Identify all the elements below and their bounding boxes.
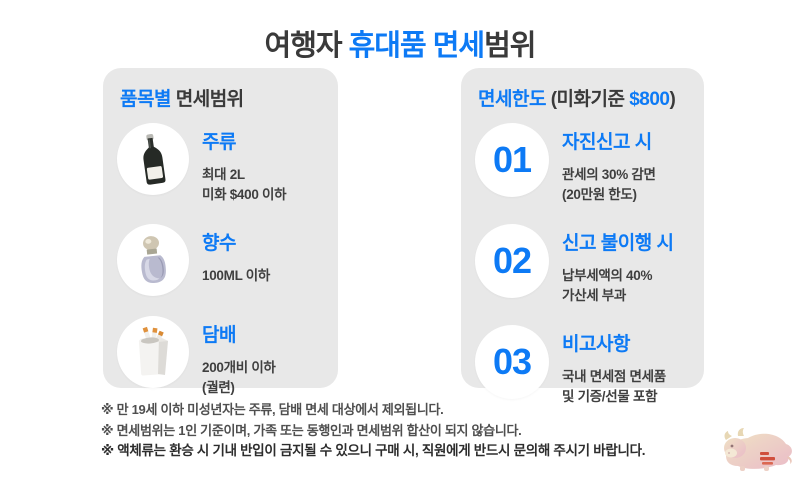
exemption-step-list: 01 자진신고 시 관세의 30% 감면 (20만원 한도) 02 신고 불이행… [475,123,690,406]
list-item-alcohol: 주류 최대 2L 미화 $400 이하 [117,123,324,204]
step-line: 국내 면세점 면세품 [562,369,666,385]
step-line: (20만원 한도) [562,186,637,202]
footnote-liquids: ※ 액체류는 환승 시 기내 반입이 금지될 수 있으니 구매 시, 직원에게 … [101,443,646,458]
step-line: 및 기증/선물 포함 [562,388,658,404]
item-allowance-list: 주류 최대 2L 미화 $400 이하 [117,123,324,397]
panel-right-header-mid: (미화기준 [545,89,630,110]
panel-item-allowances: 품목별 면세범위 주류 [103,68,338,395]
footnotes: ※ 만 19세 이하 미성년자는 주류, 담배 면세 대상에서 제외됩니다. ※… [101,400,645,462]
footnote-minors: ※ 만 19세 이하 미성년자는 주류, 담배 면세 대상에서 제외됩니다. [101,402,444,417]
panel-right-header: 면세한도 (미화기준 $800) [475,84,690,111]
item-line: (궐련) [202,379,235,395]
footnote-per-person: ※ 면세범위는 1인 기준이며, 가족 또는 동행인과 면세범위 합산이 되지 … [101,422,522,438]
step-number-badge: 03 [475,325,549,400]
item-title-perfume: 향수 [202,233,236,255]
panel-right-header-end: ) [669,89,676,110]
panel-left-header-rest: 면세범위 [170,89,244,110]
list-item-tobacco: 담배 200개비 이하 (궐련) [117,316,324,397]
step-line: 가산세 부과 [562,287,627,303]
item-line: 200개비 이하 [202,360,276,376]
item-title-alcohol: 주류 [202,132,236,153]
panel-exemption-limit: 면세한도 (미화기준 $800) 01 자진신고 시 관세의 30% 감면 (2… [461,68,704,404]
cigarette-pack-icon [117,316,189,389]
step-number-badge: 01 [475,123,549,197]
step-line: 납부세액의 40% [562,268,653,284]
page-title: 여행자 휴대품 면세범위 [0,22,800,64]
item-title-tobacco: 담배 [202,325,236,347]
panel-left-header-highlight: 품목별 [120,89,171,110]
wine-bottle-icon [117,123,189,195]
step-title-non-declaration: 신고 불이행 시 [562,233,674,255]
step-line: 관세의 30% 감면 [562,167,656,182]
step-number-badge: 02 [475,224,549,299]
list-item-step-02: 02 신고 불이행 시 납부세액의 40% 가산세 부과 [475,224,690,305]
title-pre: 여행자 [264,30,349,62]
panel-left-header: 품목별 면세범위 [117,84,324,111]
title-highlight: 휴대품 면세 [348,30,485,62]
perfume-bottle-icon [117,224,189,297]
panel-right-header-amount: $800 [629,89,670,110]
list-item-perfume: 향수 100ML 이하 [117,224,324,297]
item-line: 100ML 이하 [202,268,270,284]
item-line: 최대 2L [202,167,245,182]
list-item-step-03: 03 비고사항 국내 면세점 면세품 및 기증/선물 포함 [475,325,690,406]
step-title-remarks: 비고사항 [562,334,630,356]
list-item-step-01: 01 자진신고 시 관세의 30% 감면 (20만원 한도) [475,123,690,204]
title-post: 범위 [484,30,536,62]
item-line: 미화 $400 이하 [202,186,287,202]
step-title-voluntary-declaration: 자진신고 시 [562,132,652,153]
ox-mascot-logo-icon [718,426,796,474]
panel-right-header-highlight: 면세한도 [478,89,546,110]
logo-text-mark [760,452,775,465]
